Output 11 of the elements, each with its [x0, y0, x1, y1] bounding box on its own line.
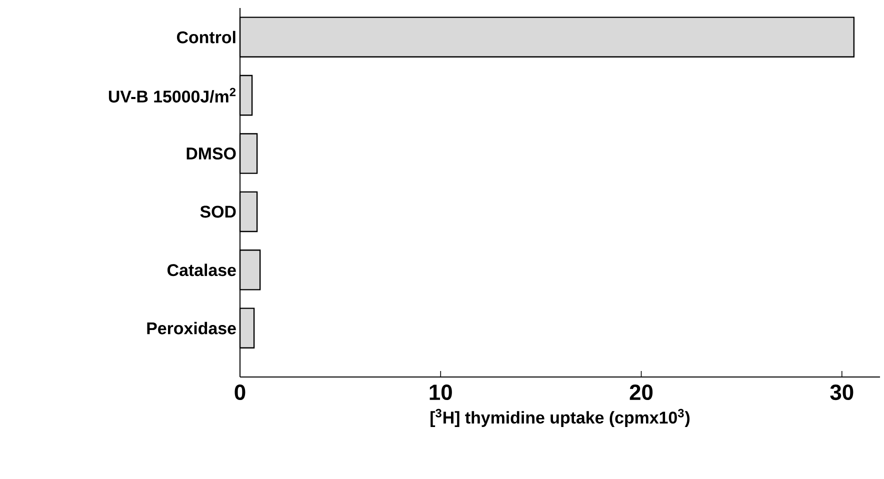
x-tick-label: 0 — [234, 384, 246, 400]
x-tick-label: 10 — [430, 384, 452, 400]
x-axis-title: [$^{3}$H] thymidine uptake (cpmx10$^{3}$) — [430, 408, 690, 427]
x-tick-label: 20 — [630, 384, 653, 400]
y-tick-label: Peroxidase — [147, 322, 236, 334]
y-tick-label: UV-B 15000J/m$^{2}$ — [108, 88, 236, 103]
y-tick-label: DMSO — [186, 148, 236, 160]
x-tick-label: 30 — [830, 384, 854, 400]
y-tick-label: SOD — [200, 206, 236, 218]
y-tick-label: Catalase — [167, 264, 236, 276]
y-tick-label: Control — [176, 30, 236, 44]
